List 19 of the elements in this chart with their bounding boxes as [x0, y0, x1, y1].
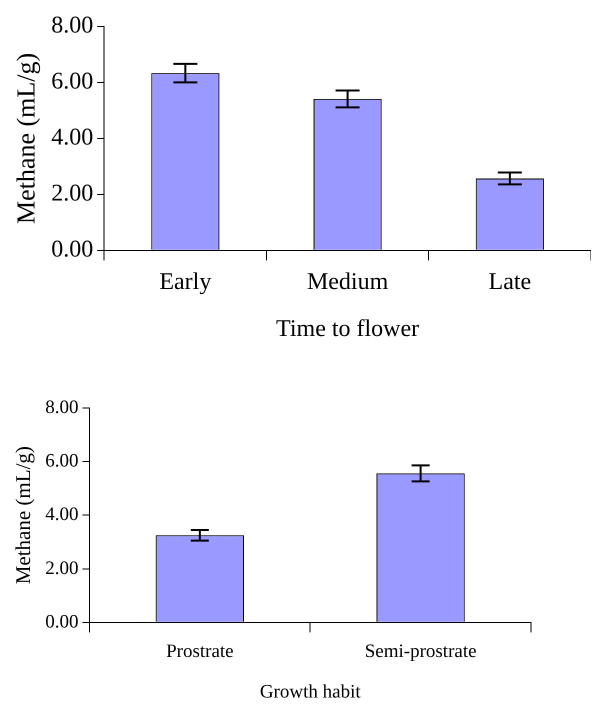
y-tick-label: 2.00: [51, 180, 94, 207]
y-tick-label: 4.00: [45, 504, 78, 526]
x-tick-label: Early: [159, 269, 212, 296]
x-axis-title: Growth habit: [260, 682, 362, 703]
y-tick-label: 6.00: [45, 450, 78, 472]
y-tick-label: 8.00: [45, 396, 78, 418]
x-axis-title: Time to flower: [276, 316, 420, 342]
y-tick-label: 0.00: [51, 236, 94, 263]
y-tick-label: 6.00: [51, 68, 94, 95]
y-tick-label: 8.00: [51, 12, 94, 39]
x-tick-label: Medium: [306, 269, 389, 296]
x-tick-label: Semi-prostrate: [364, 640, 477, 662]
y-axis-title: Methane (mL/g): [11, 446, 36, 584]
y-tick-label: 0.00: [45, 611, 78, 632]
x-tick-label: Prostrate: [166, 640, 234, 662]
y-tick-label: 2.00: [45, 558, 78, 579]
x-tick-label: Late: [488, 269, 532, 296]
y-axis-title: Methane (mL/g): [11, 52, 40, 224]
y-tick-label: 4.00: [51, 124, 94, 151]
